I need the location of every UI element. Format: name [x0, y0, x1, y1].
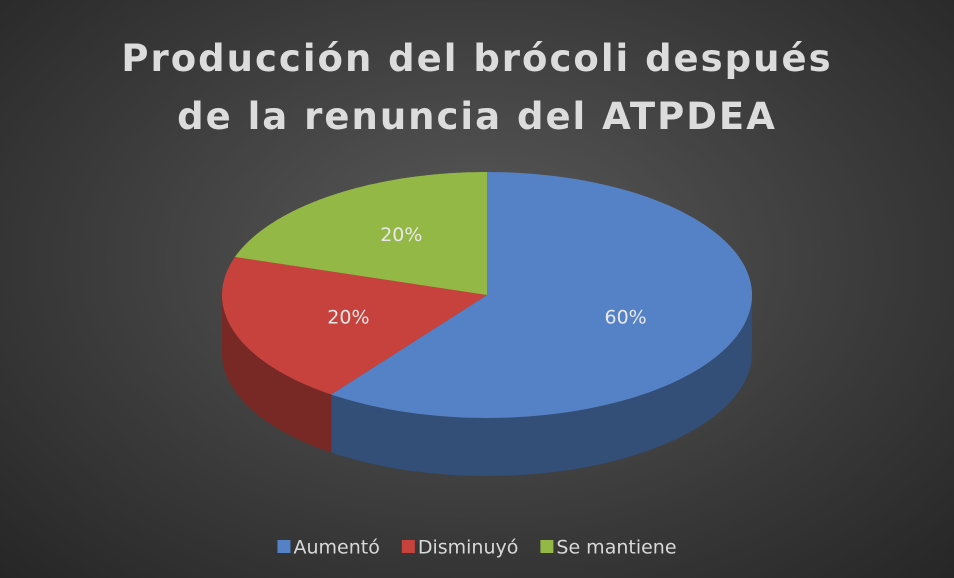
legend-label: Aumentó [293, 537, 379, 559]
data-label: 60% [604, 306, 646, 328]
slice-side [331, 295, 752, 476]
slice-side [222, 295, 332, 453]
chart-title: Producción del brócoli después de la ren… [121, 37, 833, 138]
legend-swatch [277, 540, 291, 553]
legend-swatch [540, 540, 554, 553]
legend-label: Se mantiene [556, 537, 676, 559]
slice [222, 257, 487, 395]
legend-label: Disminuyó [418, 537, 519, 559]
slice [331, 172, 752, 418]
data-label: 20% [380, 224, 422, 246]
legend-swatch [401, 540, 415, 553]
legend: Aumentó Disminuyó Se mantiene [277, 537, 677, 559]
data-label: 20% [327, 306, 369, 328]
slice [235, 172, 487, 295]
